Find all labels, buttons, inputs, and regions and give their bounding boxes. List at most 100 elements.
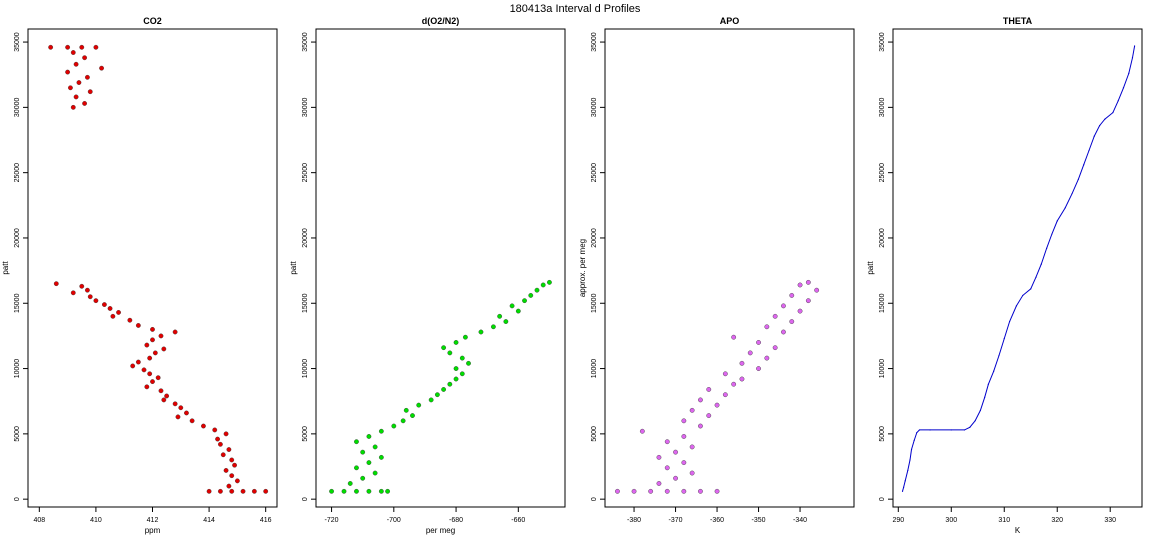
- data-point: [400, 418, 406, 424]
- x-tick-label: -680: [449, 517, 463, 524]
- y-tick-label: 0: [879, 497, 886, 501]
- data-point: [366, 434, 372, 439]
- data-point: [347, 481, 353, 486]
- data-point: [764, 355, 770, 361]
- y-axis-label: patt: [1, 261, 10, 275]
- data-point: [232, 462, 237, 468]
- data-point: [360, 449, 366, 455]
- data-point: [681, 460, 687, 465]
- data-point: [107, 306, 113, 311]
- y-tick-label: 30000: [591, 98, 598, 118]
- data-point: [503, 319, 509, 324]
- data-point: [689, 444, 695, 450]
- data-point: [79, 44, 85, 50]
- x-tick-label: 310: [998, 517, 1010, 524]
- data-point: [87, 89, 93, 95]
- y-tick-label: 5000: [302, 426, 309, 442]
- data-point: [372, 444, 378, 450]
- data-point: [152, 350, 158, 356]
- x-tick-label: 320: [1051, 517, 1063, 524]
- data-point: [147, 371, 153, 377]
- y-tick-label: 35000: [591, 32, 598, 52]
- x-tick-label: 412: [147, 517, 159, 524]
- data-point: [1056, 220, 1058, 222]
- data-point: [747, 350, 753, 356]
- data-point: [1088, 149, 1090, 152]
- data-point: [698, 423, 703, 429]
- data-point: [631, 488, 637, 494]
- data-point: [378, 488, 384, 494]
- data-point: [714, 402, 720, 408]
- data-point: [805, 279, 811, 285]
- x-tick-label: 290: [892, 517, 904, 524]
- x-tick-label: 414: [203, 517, 215, 524]
- data-point: [462, 334, 468, 340]
- data-point: [1022, 294, 1024, 297]
- data-point: [739, 360, 745, 366]
- y-tick-label: 35000: [14, 32, 21, 52]
- x-tick-label: 416: [260, 517, 272, 524]
- data-point: [93, 44, 99, 50]
- data-point: [534, 287, 540, 293]
- data-point: [681, 488, 687, 494]
- data-point: [372, 470, 378, 476]
- data-point: [664, 439, 670, 445]
- data-point: [1133, 45, 1136, 47]
- data-point: [656, 454, 662, 460]
- data-point: [1051, 233, 1053, 235]
- data-point: [218, 441, 223, 447]
- y-tick-label: 35000: [879, 32, 886, 52]
- data-point: [466, 360, 471, 366]
- data-point: [229, 457, 235, 463]
- data-point: [354, 488, 359, 494]
- data-point: [378, 428, 384, 434]
- data-point: [147, 355, 153, 361]
- data-point: [73, 61, 79, 67]
- data-point: [201, 423, 206, 429]
- data-point: [366, 460, 372, 465]
- data-point: [99, 65, 104, 71]
- panel-title: THETA: [1003, 16, 1033, 26]
- data-point: [68, 85, 73, 91]
- data-point: [172, 401, 178, 407]
- data-point: [158, 333, 164, 339]
- data-point: [664, 465, 670, 471]
- data-point: [497, 313, 503, 319]
- data-point: [1077, 178, 1080, 180]
- data-point: [907, 469, 909, 472]
- data-point: [1128, 72, 1130, 75]
- y-tick-label: 0: [302, 497, 309, 501]
- data-point: [428, 397, 434, 403]
- data-point: [764, 324, 770, 330]
- y-tick-label: 25000: [591, 163, 598, 183]
- x-tick-label: 410: [90, 517, 102, 524]
- data-point: [65, 44, 71, 50]
- data-point: [161, 346, 167, 352]
- data-point: [731, 381, 737, 387]
- data-point: [135, 359, 141, 365]
- data-point: [756, 340, 761, 345]
- data-point: [1046, 247, 1048, 250]
- data-point: [85, 74, 90, 80]
- data-point: [984, 396, 986, 398]
- y-tick-label: 25000: [14, 163, 21, 183]
- data-point: [354, 465, 359, 471]
- y-tick-label: 30000: [302, 98, 309, 118]
- x-tick-label: 408: [33, 517, 45, 524]
- data-point: [547, 279, 552, 285]
- y-tick-label: 15000: [591, 293, 598, 313]
- y-tick-label: 30000: [879, 98, 886, 118]
- data-point: [714, 488, 720, 494]
- data-point: [739, 376, 745, 382]
- data-point: [251, 488, 257, 494]
- data-point: [722, 371, 728, 377]
- data-point: [385, 488, 390, 494]
- data-point: [234, 478, 240, 484]
- data-point: [681, 434, 687, 439]
- data-point: [1008, 320, 1011, 323]
- data-point: [378, 454, 384, 460]
- figure-title: 180413a Interval d Profiles: [510, 3, 641, 15]
- panel-title: APO: [720, 16, 740, 26]
- x-tick-label: -660: [511, 517, 525, 524]
